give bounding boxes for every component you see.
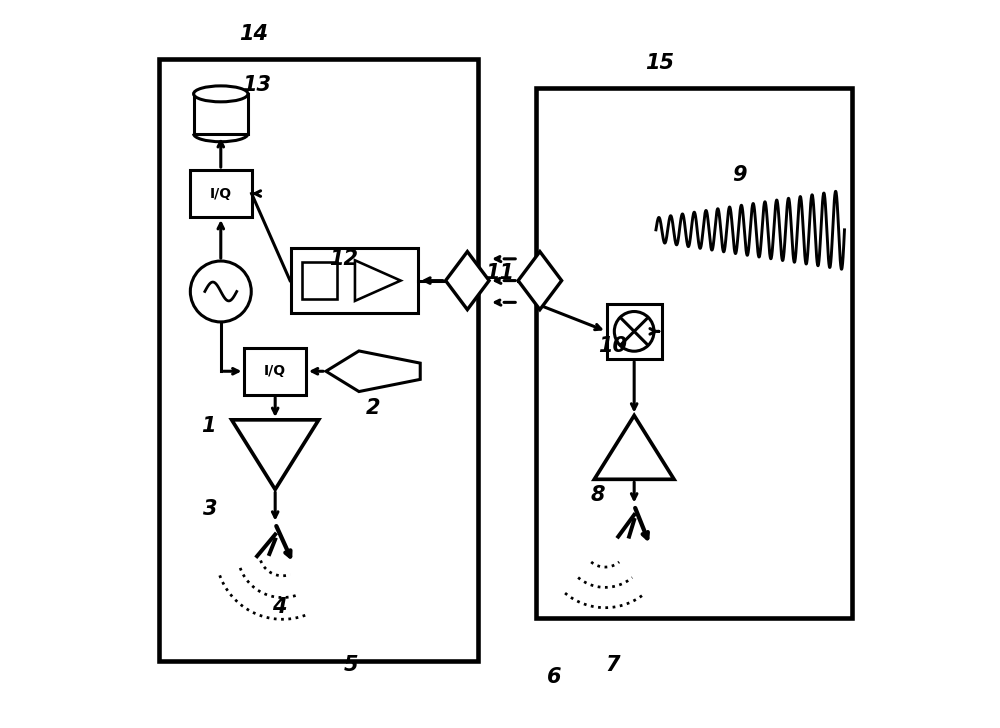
Circle shape <box>614 312 654 351</box>
Bar <box>194 94 248 134</box>
Polygon shape <box>232 420 319 489</box>
Text: 10: 10 <box>598 336 627 356</box>
Bar <box>244 348 306 395</box>
Text: 8: 8 <box>591 485 605 505</box>
Text: 3: 3 <box>203 499 217 519</box>
Bar <box>607 304 662 359</box>
Text: 4: 4 <box>272 597 286 617</box>
Polygon shape <box>355 261 401 301</box>
Bar <box>302 263 337 298</box>
Text: 7: 7 <box>605 655 620 675</box>
Polygon shape <box>446 252 489 309</box>
Text: 5: 5 <box>344 655 359 675</box>
Circle shape <box>190 261 251 322</box>
Text: I/Q: I/Q <box>210 186 232 201</box>
Bar <box>291 248 418 313</box>
Bar <box>536 88 852 618</box>
Bar <box>159 60 478 661</box>
Text: I/Q: I/Q <box>264 364 286 379</box>
Text: 15: 15 <box>645 53 674 73</box>
Text: 14: 14 <box>239 24 268 44</box>
Text: 6: 6 <box>547 668 562 687</box>
Polygon shape <box>594 416 674 479</box>
Text: 9: 9 <box>732 165 747 186</box>
Text: 2: 2 <box>366 397 380 418</box>
Polygon shape <box>518 252 562 309</box>
Text: 13: 13 <box>243 75 272 95</box>
Text: 11: 11 <box>486 264 514 283</box>
Text: 12: 12 <box>330 249 359 269</box>
Polygon shape <box>326 351 420 392</box>
Ellipse shape <box>194 86 248 102</box>
Text: 1: 1 <box>201 416 216 435</box>
Bar <box>190 170 252 217</box>
